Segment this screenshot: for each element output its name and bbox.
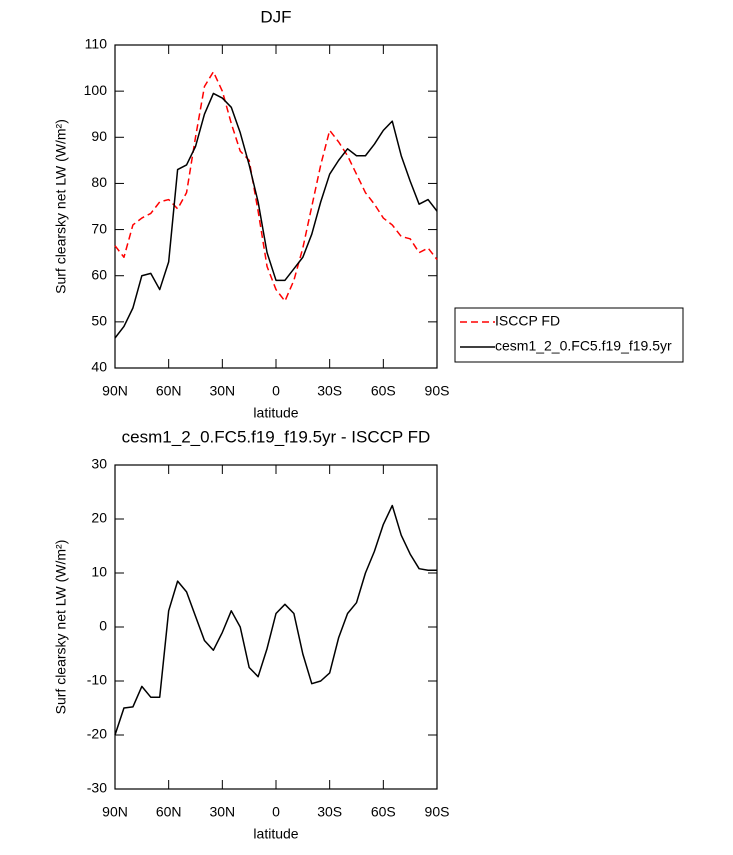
y-tick-label: -20 (87, 726, 107, 742)
legend-box (454, 307, 684, 363)
y-tick-label: 30 (91, 456, 107, 472)
y-tick-label: 0 (99, 618, 107, 634)
x-tick-label: 60S (371, 383, 396, 399)
y-tick-label: -10 (87, 672, 107, 688)
y-tick-label: 50 (91, 313, 107, 329)
y-tick-label: 110 (85, 36, 108, 52)
legend-label: ISCCP FD (495, 313, 560, 329)
x-tick-label: 30N (209, 383, 235, 399)
x-tick-label: 90N (102, 804, 128, 820)
legend-label: cesm1_2_0.FC5.f19_f19.5yr (495, 338, 672, 354)
y-tick-label: 70 (91, 220, 107, 236)
y-tick-label: 80 (91, 174, 107, 190)
y-tick-label: 100 (84, 82, 108, 98)
y-tick-label: 60 (91, 266, 107, 282)
x-tick-label: 30S (317, 383, 342, 399)
y-axis-label: Surf clearsky net LW (W/m²) (53, 540, 69, 715)
x-tick-label: 30S (317, 804, 342, 820)
x-tick-label: 0 (272, 804, 280, 820)
x-tick-label: 30N (209, 804, 235, 820)
plot-frame (114, 464, 438, 790)
y-axis-label: Surf clearsky net LW (W/m²) (53, 119, 69, 294)
x-tick-label: 0 (272, 383, 280, 399)
x-tick-label: 60N (156, 383, 182, 399)
x-tick-label: 90N (102, 383, 128, 399)
y-tick-label: 90 (91, 128, 107, 144)
data-line (114, 504, 437, 736)
chart-title: cesm1_2_0.FC5.f19_f19.5yr - ISCCP FD (122, 427, 431, 446)
y-tick-label: 10 (91, 564, 107, 580)
data-line (114, 71, 438, 302)
y-tick-label: 40 (91, 359, 107, 375)
data-line (114, 92, 438, 339)
chart-title: DJF (260, 7, 291, 26)
x-tick-label: 60S (371, 804, 396, 820)
y-tick-label: 20 (91, 510, 107, 526)
y-tick-label: -30 (87, 780, 107, 796)
x-axis-label: latitude (253, 826, 298, 842)
x-tick-label: 60N (156, 804, 182, 820)
x-tick-label: 90S (425, 383, 450, 399)
x-axis-label: latitude (253, 405, 298, 421)
plot-frame (114, 44, 438, 369)
x-tick-label: 90S (425, 804, 450, 820)
